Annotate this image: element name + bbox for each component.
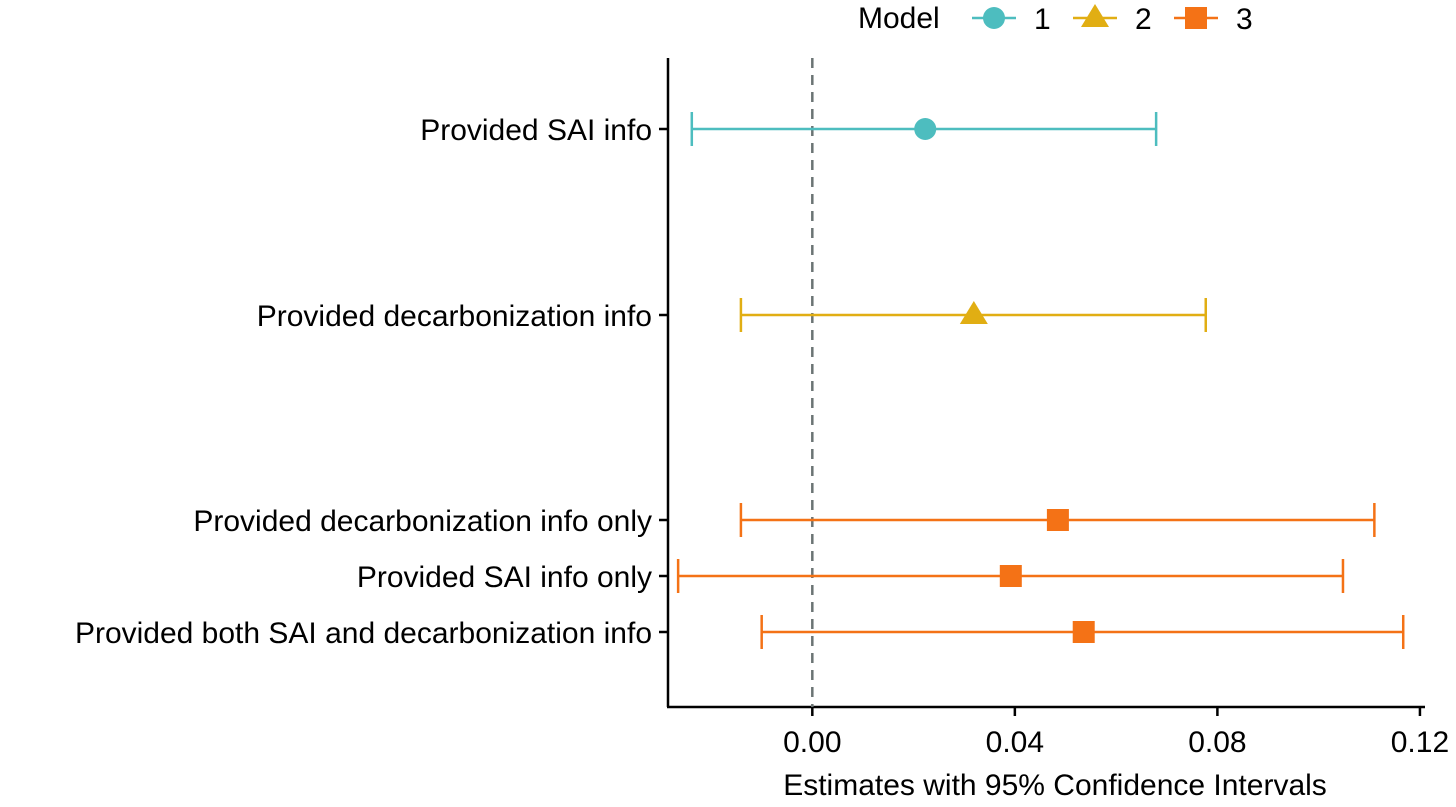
x-ticks: 0.00 0.04 0.08 0.12 xyxy=(783,707,1449,759)
point-estimate-square xyxy=(999,565,1022,587)
legend-label-model-2: 2 xyxy=(1135,3,1152,36)
estimate-row: Provided SAI info only xyxy=(357,559,1345,594)
legend: Model 1 2 3 xyxy=(858,2,1253,36)
legend-label-model-1: 1 xyxy=(1034,3,1051,36)
point-estimate-circle xyxy=(914,118,937,140)
point-estimate-square xyxy=(1072,621,1095,643)
row-label: Provided decarbonization info only xyxy=(193,505,652,538)
estimate-row: Provided both SAI and decarbonization in… xyxy=(75,615,1405,650)
x-axis-title: Estimates with 95% Confidence Intervals xyxy=(783,769,1327,802)
row-label: Provided decarbonization info xyxy=(257,300,652,333)
legend-title: Model xyxy=(858,2,940,35)
legend-key-model-3: 3 xyxy=(1174,3,1253,36)
x-tick-label: 0.08 xyxy=(1188,726,1246,759)
legend-key-model-2: 2 xyxy=(1073,3,1152,36)
legend-key-model-1: 1 xyxy=(972,3,1051,36)
estimate-row: Provided decarbonization info xyxy=(257,298,1207,333)
x-tick-label: 0.12 xyxy=(1391,726,1449,759)
legend-label-model-3: 3 xyxy=(1236,3,1253,36)
x-tick-label: 0.04 xyxy=(986,726,1044,759)
estimate-row: Provided SAI info xyxy=(420,112,1158,147)
estimate-rows: Provided SAI info Provided decarbonizatio… xyxy=(75,112,1405,650)
legend-triangle-marker xyxy=(1081,4,1109,27)
point-estimate-square xyxy=(1046,509,1069,531)
point-estimate-triangle xyxy=(959,301,988,324)
row-label: Provided SAI info xyxy=(420,114,652,147)
legend-circle-marker xyxy=(983,7,1005,29)
estimate-row: Provided decarbonization info only xyxy=(193,503,1376,538)
row-label: Provided both SAI and decarbonization in… xyxy=(75,617,652,650)
legend-square-marker xyxy=(1185,7,1207,29)
x-tick-label: 0.00 xyxy=(783,726,841,759)
row-label: Provided SAI info only xyxy=(357,561,652,594)
